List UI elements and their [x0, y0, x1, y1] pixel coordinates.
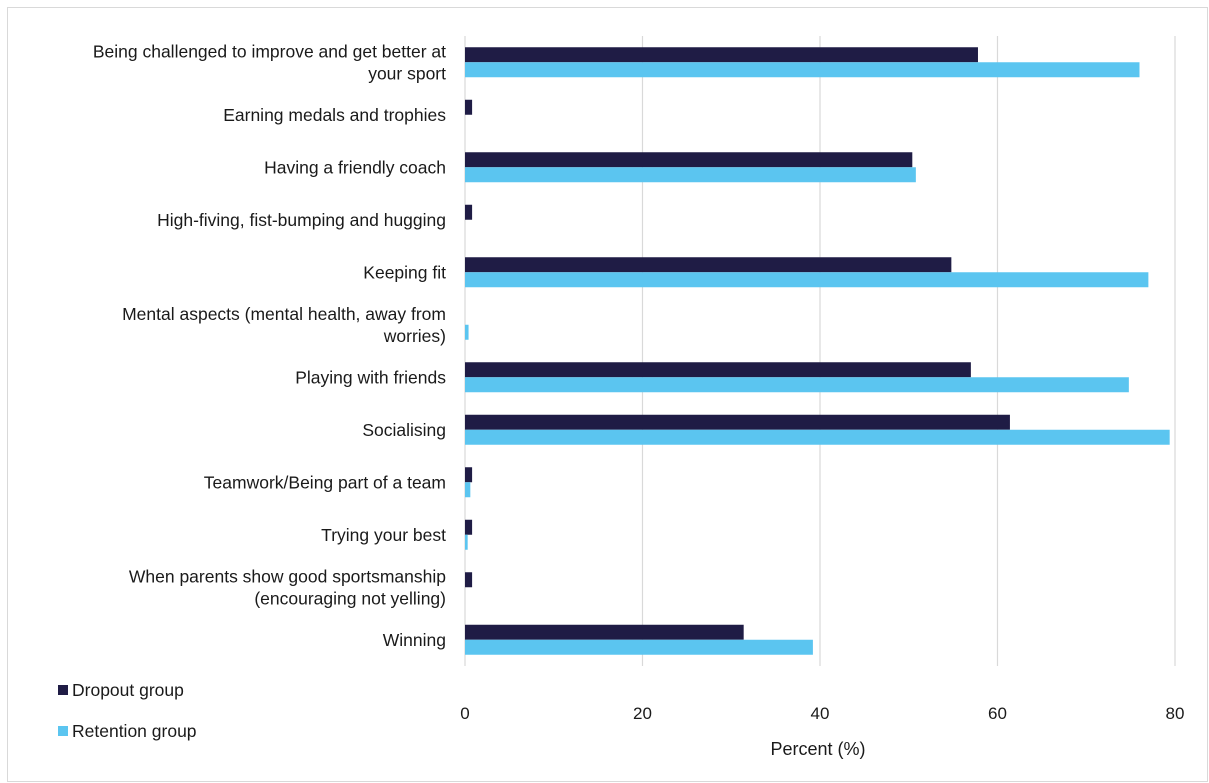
- x-axis-title: Percent (%): [770, 739, 865, 759]
- dropout-bar: [465, 414, 1010, 430]
- gridlines: [464, 36, 1176, 666]
- retention-bar: [465, 62, 1140, 78]
- category-label: Having a friendly coach: [264, 157, 446, 177]
- dropout-bar: [465, 47, 978, 63]
- category-label: Winning: [383, 630, 446, 650]
- category-label: Socialising: [362, 420, 446, 440]
- category-label: Earning medals and trophies: [223, 105, 446, 125]
- dropout-bar: [465, 572, 473, 588]
- legend-swatch: [58, 726, 68, 736]
- retention-bar: [465, 167, 916, 183]
- category-label: Mental aspects (mental health, away from…: [122, 304, 446, 346]
- x-tick-label: 60: [988, 704, 1007, 723]
- category-label: When parents show good sportsmanship (enc…: [129, 566, 446, 608]
- retention-bar: [465, 639, 813, 655]
- dropout-bar: [465, 519, 473, 535]
- category-label: Playing with friends: [295, 367, 446, 387]
- x-tick-label: 0: [460, 704, 469, 723]
- dropout-bar: [465, 99, 473, 115]
- retention-bar: [465, 377, 1129, 393]
- legend: Dropout group Retention group: [58, 680, 197, 741]
- bars: [465, 47, 1170, 655]
- x-tick-label: 80: [1166, 704, 1185, 723]
- x-tick-label: 20: [633, 704, 652, 723]
- dropout-bar: [465, 204, 473, 220]
- dropout-bar: [465, 362, 971, 378]
- category-label: High-fiving, fist-bumping and hugging: [157, 210, 446, 230]
- dropout-bar: [465, 467, 473, 483]
- dropout-bar: [465, 152, 913, 168]
- retention-bar: [465, 324, 469, 340]
- category-label: Teamwork/Being part of a team: [204, 472, 446, 492]
- legend-label: Dropout group: [72, 680, 184, 700]
- legend-swatch: [58, 685, 68, 695]
- category-labels: Being challenged to improve and get bett…: [93, 41, 446, 650]
- category-label: Trying your best: [321, 525, 446, 545]
- category-label: Being challenged to improve and get bett…: [93, 41, 446, 83]
- retention-bar: [465, 482, 471, 498]
- retention-bar: [465, 429, 1170, 445]
- retention-bar: [465, 534, 468, 550]
- category-label: Keeping fit: [363, 262, 446, 282]
- dropout-bar: [465, 624, 744, 640]
- x-tick-label: 40: [811, 704, 830, 723]
- legend-label: Retention group: [72, 721, 197, 741]
- retention-bar: [465, 272, 1149, 288]
- dropout-bar: [465, 257, 952, 273]
- x-tick-labels: 0 20 40 60 80: [460, 704, 1184, 723]
